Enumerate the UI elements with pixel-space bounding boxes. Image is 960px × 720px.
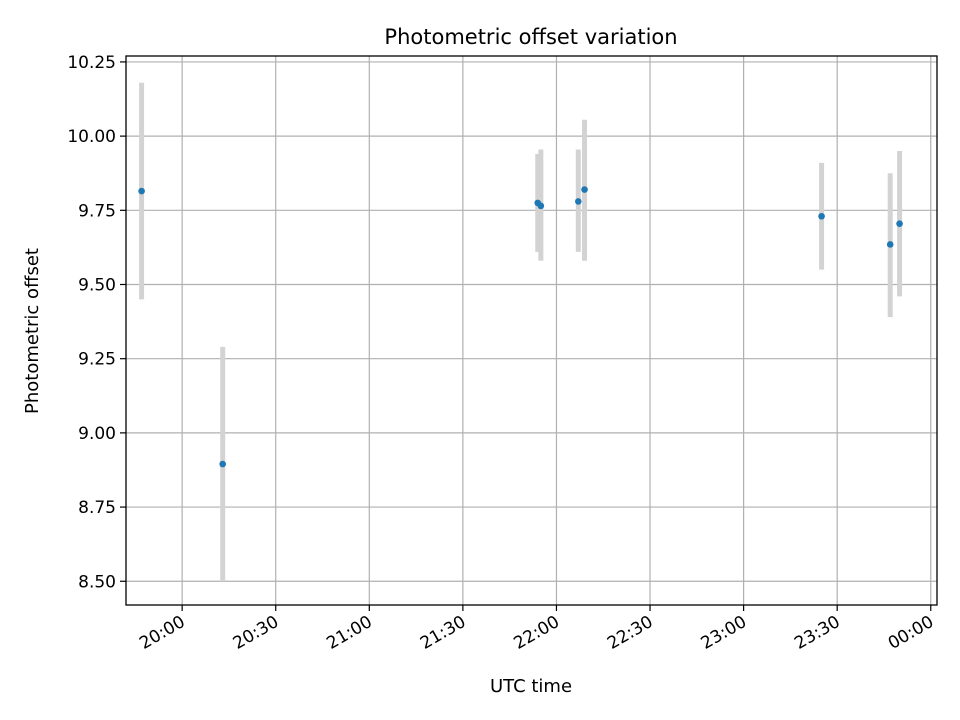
x-axis-label: UTC time xyxy=(490,676,572,697)
y-tick-label: 9.50 xyxy=(78,276,116,296)
y-tick-label: 9.75 xyxy=(78,201,116,221)
data-point xyxy=(537,202,545,210)
plot-frame xyxy=(125,55,938,606)
data-point xyxy=(574,198,582,205)
y-tick-label: 8.75 xyxy=(78,498,116,518)
grid xyxy=(126,56,937,605)
y-tick-label: 10.00 xyxy=(67,127,116,147)
y-axis: 8.50 8.75 9.00 9.25 9.50 9.75 10.00 10.25 xyxy=(67,53,126,592)
data-point xyxy=(219,460,226,468)
data-point xyxy=(818,212,825,220)
data-point xyxy=(886,241,894,248)
y-tick-label: 9.00 xyxy=(78,424,116,444)
y-tick-label: 8.50 xyxy=(78,572,116,592)
data-point xyxy=(138,187,145,195)
y-axis-label: Photometric offset xyxy=(22,248,43,414)
y-tick-label: 10.25 xyxy=(67,53,116,73)
data-point xyxy=(581,186,588,193)
chart-title: Photometric offset variation xyxy=(384,25,677,49)
y-tick-label: 9.25 xyxy=(78,350,116,370)
data-point xyxy=(896,220,903,227)
data-points xyxy=(138,186,903,468)
